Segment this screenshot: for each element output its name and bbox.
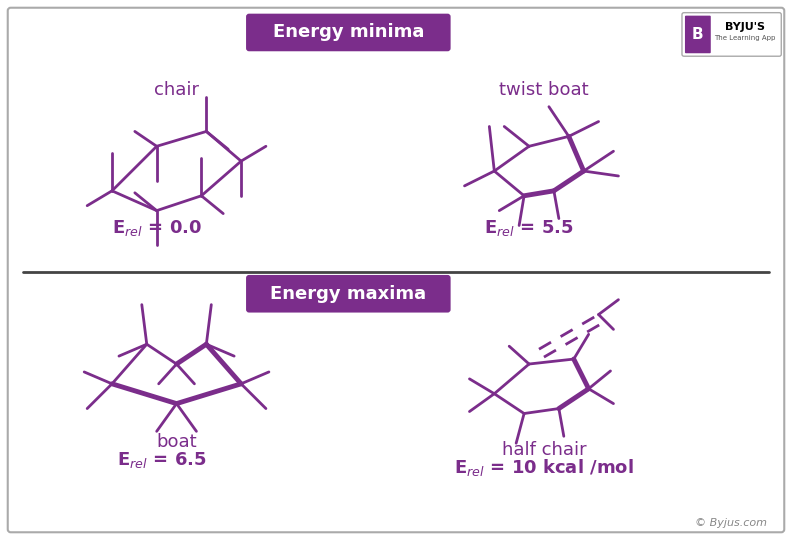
Text: half chair: half chair	[501, 441, 586, 459]
Text: BYJU'S: BYJU'S	[725, 22, 764, 31]
Text: E$_{rel}$ = 6.5: E$_{rel}$ = 6.5	[117, 450, 207, 470]
Text: B: B	[692, 27, 703, 42]
Text: E$_{rel}$ = 0.0: E$_{rel}$ = 0.0	[112, 219, 202, 239]
Text: twist boat: twist boat	[499, 81, 588, 99]
Text: E$_{rel}$ = 10 kcal /mol: E$_{rel}$ = 10 kcal /mol	[454, 457, 634, 478]
Text: The Learning App: The Learning App	[714, 36, 775, 42]
FancyBboxPatch shape	[246, 275, 451, 313]
FancyBboxPatch shape	[682, 12, 781, 56]
Text: Energy maxima: Energy maxima	[270, 285, 426, 303]
Text: E$_{rel}$ = 5.5: E$_{rel}$ = 5.5	[484, 219, 574, 239]
FancyBboxPatch shape	[685, 16, 710, 53]
Text: chair: chair	[154, 81, 199, 99]
Text: © Byjus.com: © Byjus.com	[695, 518, 767, 528]
FancyBboxPatch shape	[8, 8, 784, 532]
Text: boat: boat	[156, 433, 197, 451]
FancyBboxPatch shape	[246, 14, 451, 51]
Text: Energy minima: Energy minima	[272, 23, 424, 42]
